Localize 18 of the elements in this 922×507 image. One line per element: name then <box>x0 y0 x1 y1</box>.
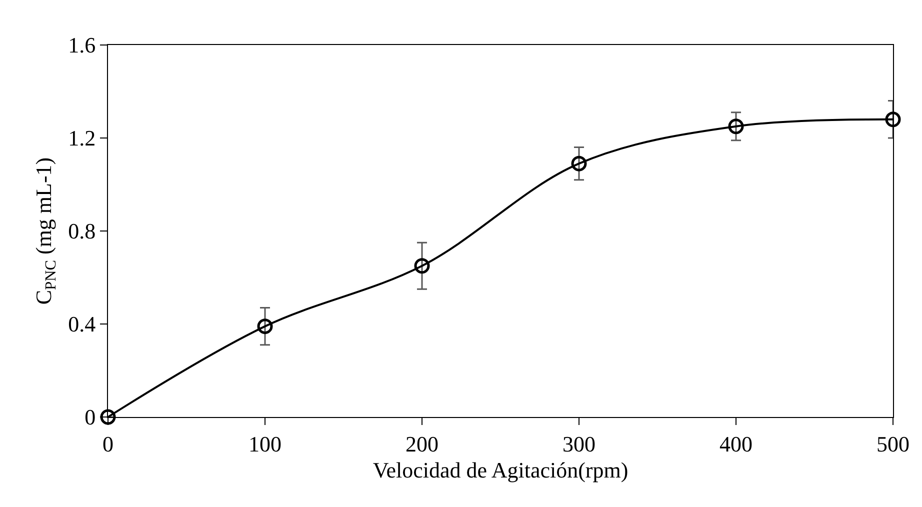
point <box>414 258 430 274</box>
y-tick-label: 0.4 <box>68 312 96 337</box>
point <box>571 156 587 172</box>
point <box>257 318 273 334</box>
point <box>100 409 116 425</box>
x-tick-label: 300 <box>562 431 596 456</box>
x-tick-label: 0 <box>102 431 114 456</box>
x-tick-label: 400 <box>720 431 752 456</box>
point <box>885 112 901 128</box>
x-tick-label: 200 <box>406 431 438 456</box>
y-tick-label: 1.6 <box>68 32 96 58</box>
y-tick-label: 0.8 <box>68 218 96 244</box>
x-axis-title: Velocidad de Agitación(rpm) <box>372 457 628 482</box>
x-tick-label: 500 <box>876 431 910 456</box>
y-tick-label: 0 <box>84 404 96 430</box>
point <box>728 118 744 134</box>
y-tick-label: 1.2 <box>68 126 96 151</box>
x-tick-label: 100 <box>248 431 282 456</box>
